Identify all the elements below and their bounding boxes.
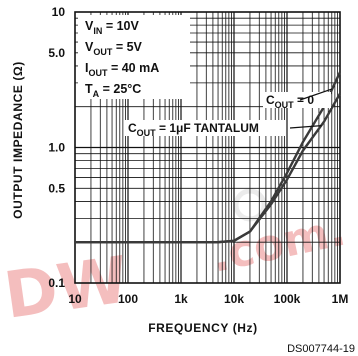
y-tick-label: 10 xyxy=(52,5,66,19)
series-label-backing xyxy=(263,92,331,108)
x-tick-label: 1M xyxy=(332,292,349,306)
conditions-backing xyxy=(78,15,190,99)
condition-line: TA = 25°C xyxy=(85,82,141,99)
plot-frame xyxy=(74,11,341,284)
x-tick-label: 1k xyxy=(174,292,188,306)
y-tick-label: 1.0 xyxy=(48,141,65,155)
conditions-block: VIN = 10V VOUT = 5V IOUT = 40 mA TA = 25°C xyxy=(78,15,190,99)
y-tick-label: 5.0 xyxy=(48,46,65,60)
series-label-2: COUT = 1μF TANTALUM xyxy=(128,121,259,138)
x-tick-label: 10k xyxy=(224,292,244,306)
series-label-backing xyxy=(125,120,285,136)
x-axis-title: FREQUENCY (Hz) xyxy=(148,321,258,335)
series-lines xyxy=(75,71,342,244)
x-tick-label: 100 xyxy=(118,292,138,306)
footer-code: DS007744-19 xyxy=(287,343,355,355)
y-tick-labels: 10 5.0 1.0 0.5 0.1 xyxy=(48,5,65,290)
leader-line-2 xyxy=(289,125,322,129)
leader-line-1 xyxy=(299,88,332,101)
y-axis-title: OUTPUT IMPEDANCE (Ω) xyxy=(11,61,25,219)
y-tick-label: 0.5 xyxy=(48,181,65,195)
series-line-2 xyxy=(75,93,342,244)
watermark-logo: DW xyxy=(0,243,133,333)
y-tick-label: 0.1 xyxy=(48,276,65,290)
condition-line: VOUT = 5V xyxy=(85,40,143,57)
condition-line: IOUT = 40 mA xyxy=(85,61,159,78)
x-tick-label: 10 xyxy=(68,292,82,306)
x-tick-labels: 10 100 1k 10k 100k 1M xyxy=(68,292,348,306)
watermark: DW .com. xyxy=(0,188,350,334)
condition-line: VIN = 10V xyxy=(85,19,139,36)
x-tick-label: 100k xyxy=(274,292,301,306)
